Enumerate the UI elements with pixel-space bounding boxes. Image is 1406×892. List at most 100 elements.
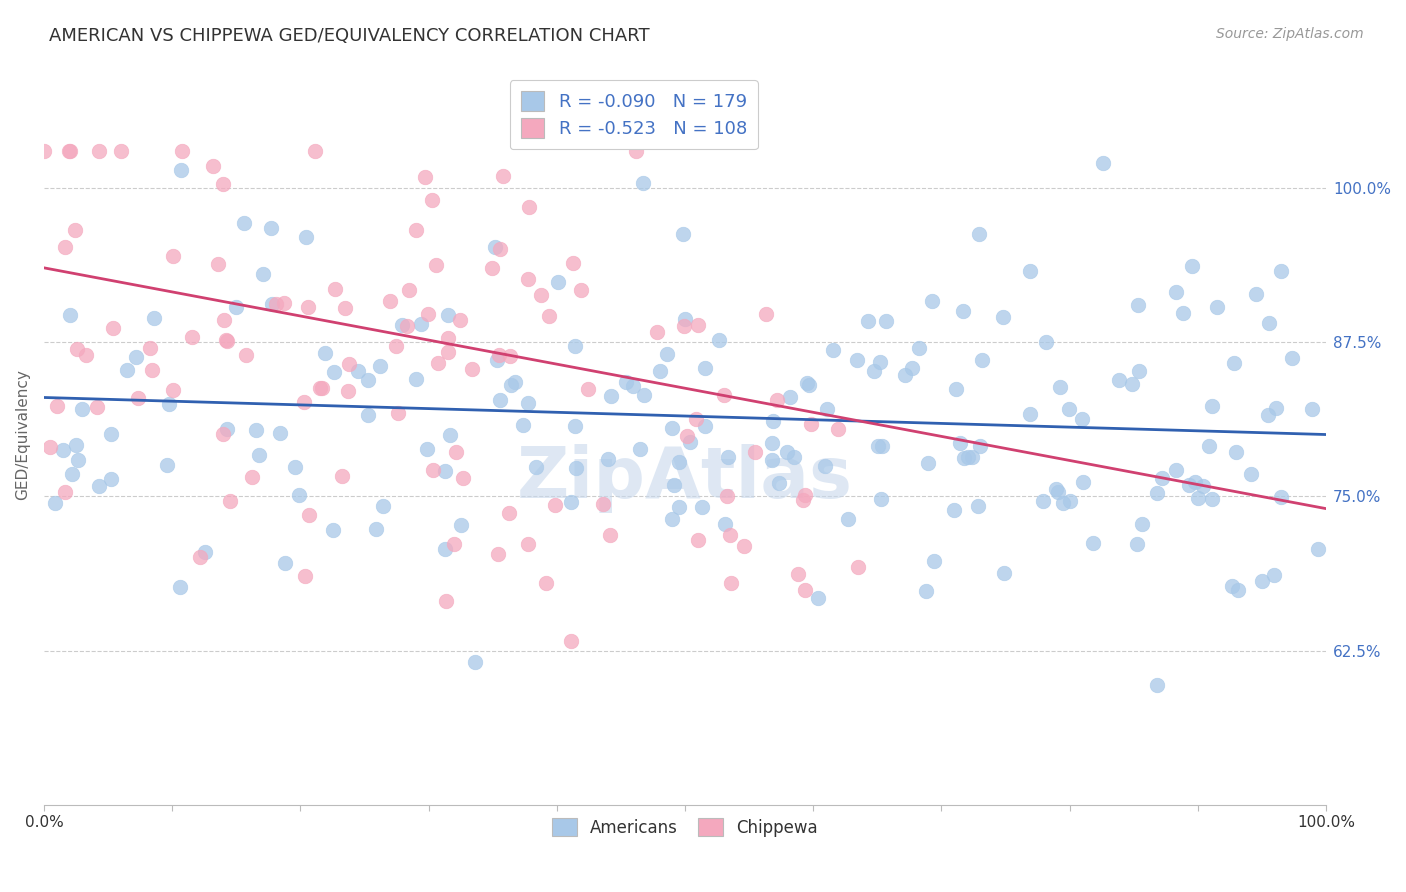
Point (1166, 463, 1188, 477)
Point (330, 468, 353, 483)
Point (672, 318, 695, 333)
Point (793, 583, 815, 598)
Point (845, 353, 868, 368)
Point (914, 583, 936, 598)
Point (1126, 298, 1149, 312)
Point (894, 368, 917, 383)
Point (260, 221, 283, 235)
Point (202, 159, 225, 173)
Point (761, 436, 783, 450)
Point (405, 372, 427, 386)
Point (498, 350, 520, 364)
Point (162, 249, 184, 263)
Point (264, 296, 287, 310)
Point (322, 523, 344, 537)
Point (156, 458, 179, 473)
Point (1240, 467, 1263, 482)
Point (311, 381, 333, 395)
Point (565, 460, 588, 475)
Point (1092, 156, 1115, 170)
Point (449, 313, 471, 327)
Point (922, 554, 945, 568)
Point (247, 448, 270, 462)
Point (621, 379, 644, 393)
Point (675, 429, 697, 443)
Point (875, 313, 897, 327)
Point (425, 259, 447, 273)
Point (309, 381, 332, 395)
Point (792, 492, 814, 507)
Point (273, 296, 295, 310)
Point (614, 376, 637, 390)
Point (1057, 401, 1080, 416)
Point (1071, 475, 1094, 489)
Point (1258, 317, 1281, 331)
Point (273, 556, 295, 570)
Point (488, 348, 510, 362)
Point (169, 580, 191, 594)
Point (162, 383, 184, 397)
Point (66, 342, 89, 356)
Point (110, 144, 132, 158)
Point (1263, 568, 1285, 582)
Point (225, 300, 247, 314)
Point (39, 441, 62, 455)
Point (481, 260, 503, 275)
Point (516, 537, 538, 551)
Point (437, 308, 460, 322)
Point (921, 293, 943, 308)
Point (633, 387, 655, 401)
Point (668, 454, 690, 468)
Point (718, 528, 741, 542)
Point (673, 312, 696, 326)
Point (141, 363, 163, 377)
Point (44, 496, 66, 510)
Point (437, 331, 460, 345)
Point (870, 491, 893, 506)
Point (1187, 491, 1209, 506)
Point (1130, 516, 1153, 531)
Point (596, 451, 619, 466)
Point (796, 376, 818, 391)
Point (385, 339, 408, 353)
Point (297, 300, 319, 314)
Point (1301, 402, 1323, 417)
Point (695, 418, 717, 433)
Point (378, 293, 401, 308)
Point (172, 144, 194, 158)
Point (1250, 574, 1272, 588)
Point (592, 497, 614, 511)
Point (59, 308, 82, 322)
Point (75, 348, 97, 362)
Point (170, 162, 193, 177)
Point (333, 301, 356, 315)
Text: Source: ZipAtlas.com: Source: ZipAtlas.com (1216, 27, 1364, 41)
Point (34, 144, 56, 158)
Point (942, 503, 965, 517)
Point (1049, 379, 1071, 393)
Point (411, 317, 433, 331)
Point (323, 365, 346, 379)
Point (252, 267, 274, 281)
Point (661, 421, 683, 435)
Point (212, 426, 235, 441)
Legend: Americans, Chippewa: Americans, Chippewa (544, 810, 827, 845)
Point (970, 353, 993, 368)
Point (900, 361, 922, 376)
Point (492, 169, 515, 184)
Point (1171, 306, 1194, 320)
Point (1108, 373, 1130, 387)
Point (846, 559, 869, 574)
Point (599, 528, 621, 542)
Point (314, 345, 336, 359)
Point (626, 144, 648, 158)
Point (1180, 259, 1202, 273)
Point (451, 471, 474, 485)
Point (1052, 496, 1074, 510)
Point (67, 453, 90, 467)
Point (716, 450, 738, 465)
Point (1244, 287, 1267, 301)
Point (827, 422, 849, 436)
Point (869, 355, 891, 369)
Point (685, 412, 707, 426)
